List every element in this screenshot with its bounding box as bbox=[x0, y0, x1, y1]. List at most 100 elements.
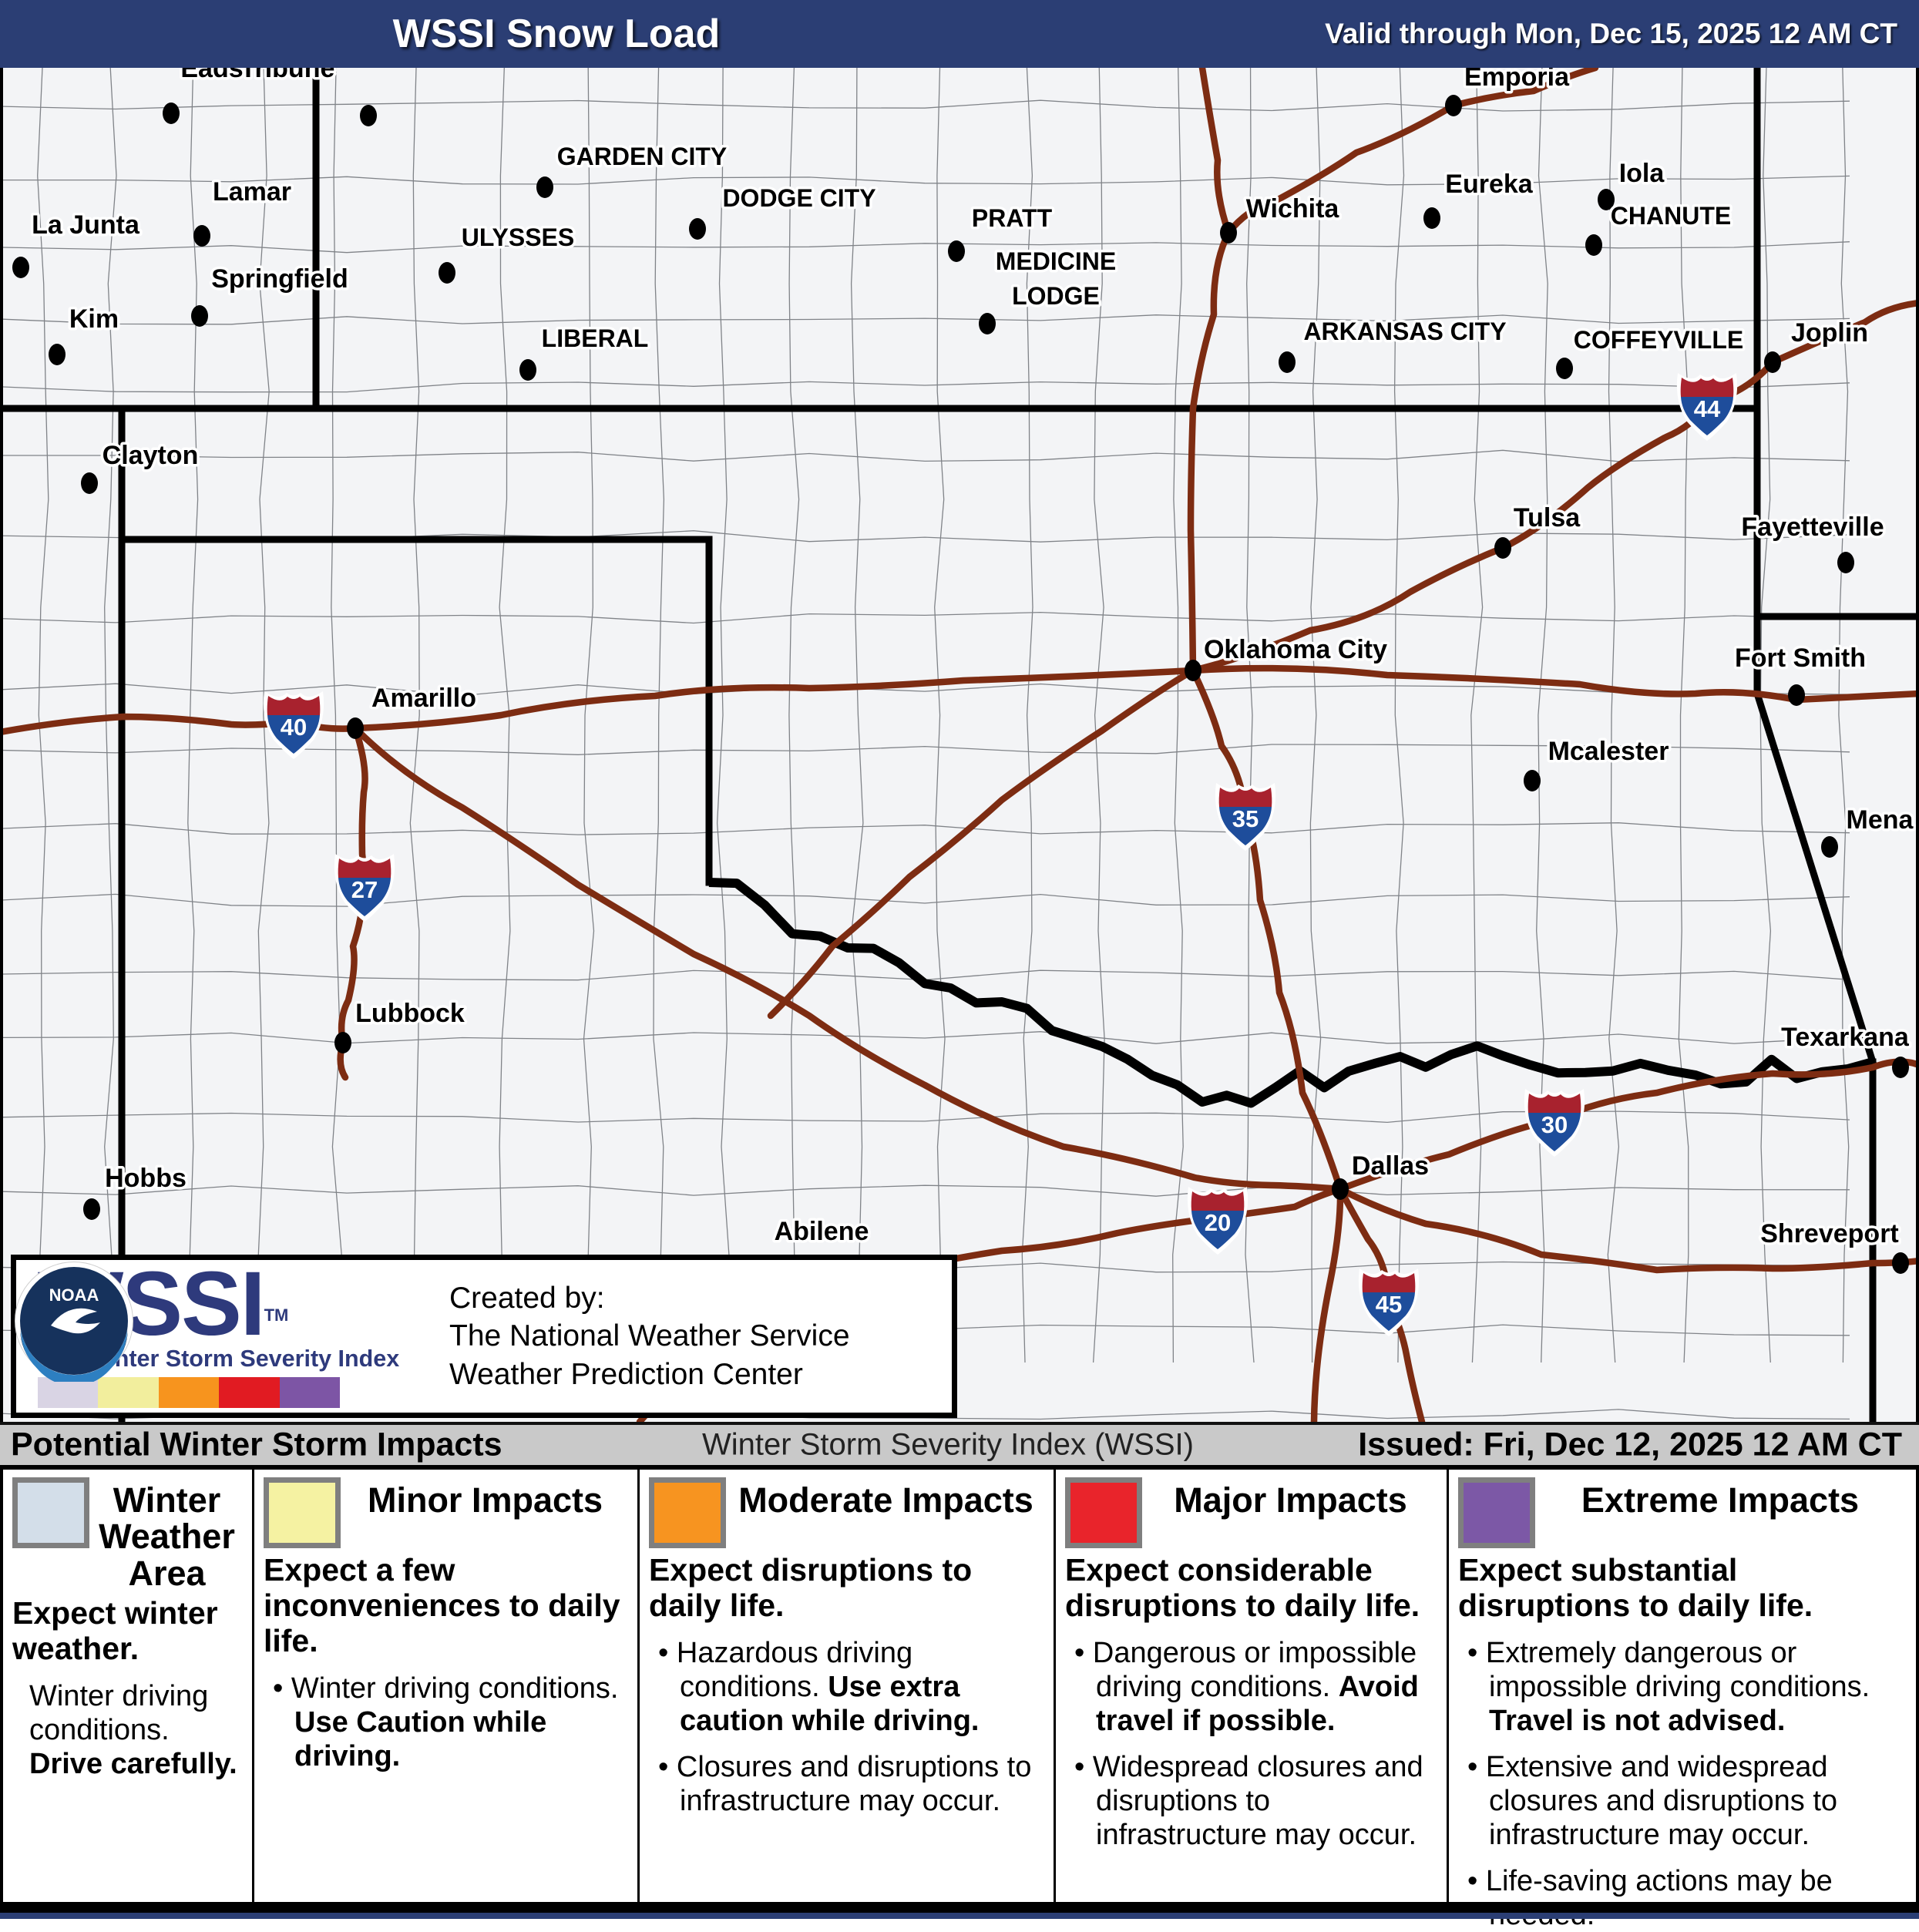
bottom-border bbox=[0, 1902, 1919, 1913]
impact-legend: Winter Weather Area Expect winter weathe… bbox=[0, 1470, 1919, 1931]
city-dot-mcalester bbox=[1524, 770, 1541, 791]
state-borders bbox=[3, 68, 1916, 1422]
interstate-shield-20: 20 bbox=[1187, 1187, 1249, 1255]
city-label-tulsa: Tulsa bbox=[1514, 503, 1581, 533]
city-label-liberal: LIBERAL bbox=[542, 324, 649, 352]
city-label-clayton: Clayton bbox=[103, 441, 199, 470]
legend-bullet-item: • Hazardous driving conditions. Use extr… bbox=[658, 1636, 980, 1737]
city-label-la-junta: La Junta bbox=[32, 210, 140, 240]
city-label-arkansas-city: ARKANSAS CITY bbox=[1303, 318, 1506, 345]
city-dot-fayetteville bbox=[1837, 552, 1854, 573]
legend-column: Extreme Impacts Expect substantial disru… bbox=[1449, 1470, 1913, 1931]
org-line-2: Weather Prediction Center bbox=[449, 1357, 803, 1391]
svg-text:40: 40 bbox=[281, 714, 307, 741]
city-dot-ulysses bbox=[439, 262, 455, 284]
city-dots bbox=[12, 95, 1909, 1274]
legend-bullet-item: • Winter driving conditions. Use Caution… bbox=[273, 1672, 619, 1772]
city-dot-wichita bbox=[1220, 222, 1237, 244]
interstate-shield-35: 35 bbox=[1215, 783, 1276, 851]
wssi-colorbar-cell bbox=[38, 1377, 99, 1409]
city-label-joplin: Joplin bbox=[1791, 318, 1868, 348]
svg-text:45: 45 bbox=[1376, 1291, 1402, 1318]
bottom-navy-edge bbox=[0, 1913, 1919, 1919]
city-label-emporia: Emporia bbox=[1464, 68, 1570, 92]
city-label-fayetteville: Fayetteville bbox=[1741, 512, 1884, 542]
city-dot-eads bbox=[163, 102, 180, 124]
city-label-dodge-city: DODGE CITY bbox=[722, 184, 875, 212]
city-label-chanute: CHANUTE bbox=[1611, 202, 1731, 230]
city-label-shreveport: Shreveport bbox=[1760, 1219, 1899, 1248]
interstate-shield-40: 40 bbox=[263, 691, 324, 759]
legend-column-header: Winter Weather Area bbox=[12, 1477, 244, 1591]
city-dot-garden-city bbox=[536, 176, 553, 198]
city-label-wichita: Wichita bbox=[1246, 194, 1340, 223]
city-dot-fort-smith bbox=[1788, 684, 1805, 706]
interstate-shield-30: 30 bbox=[1524, 1089, 1585, 1157]
red-river-border bbox=[708, 878, 1874, 1108]
org-line-1: The National Weather Service bbox=[449, 1319, 850, 1353]
city-dot-iola bbox=[1598, 189, 1615, 210]
legend-lead-text: Expect considerable disruptions to daily… bbox=[1065, 1552, 1420, 1623]
interstate-shield-44: 44 bbox=[1676, 373, 1738, 441]
legend-column-header: Moderate Impacts bbox=[649, 1477, 1046, 1548]
legend-bullet-item: • Extremely dangerous or impossible driv… bbox=[1467, 1636, 1870, 1737]
city-label-iola: Iola bbox=[1619, 159, 1665, 188]
page-title: WSSI Snow Load bbox=[392, 12, 721, 56]
weather-map: 44 40 27 35 30 20 45 Eads Tribune La Junta Lamar GA… bbox=[0, 68, 1919, 1422]
city-label-abilene: Abilene bbox=[775, 1217, 869, 1246]
svg-text:20: 20 bbox=[1205, 1209, 1231, 1236]
city-label-eads: Eads bbox=[180, 68, 243, 83]
legend-column-title: Winter Weather Area bbox=[99, 1480, 235, 1593]
city-label-coffeyville: COFFEYVILLE bbox=[1574, 326, 1743, 354]
city-dot-dodge-city bbox=[689, 218, 706, 240]
city-dot-springfield bbox=[191, 305, 208, 327]
city-label-lodge: LODGE bbox=[1012, 282, 1100, 310]
wssi-colorbar-cell bbox=[219, 1377, 280, 1409]
city-dot-pratt bbox=[948, 240, 965, 262]
city-label-hobbs: Hobbs bbox=[105, 1164, 187, 1193]
city-label-mcalester: Mcalester bbox=[1548, 737, 1669, 766]
city-dot-medicine-lodge bbox=[979, 313, 996, 334]
legend-bullet-item: • Life-saving actions may be needed. bbox=[1467, 1865, 1833, 1931]
city-dot-mena bbox=[1821, 836, 1838, 858]
svg-text:44: 44 bbox=[1694, 395, 1721, 422]
legend-lead-text: Expect winter weather. bbox=[12, 1594, 218, 1666]
legend-column-title: Major Impacts bbox=[1174, 1480, 1407, 1520]
issued-timestamp: Issued: Fri, Dec 12, 2025 12 AM CT bbox=[1358, 1426, 1902, 1463]
city-dot-eureka bbox=[1423, 207, 1440, 229]
city-label-lubbock: Lubbock bbox=[355, 999, 465, 1028]
city-label-lamar: Lamar bbox=[213, 177, 291, 207]
wssi-colorbar-cell bbox=[98, 1377, 159, 1409]
city-dot-lamar bbox=[193, 225, 210, 247]
city-dot-clayton bbox=[81, 472, 98, 494]
city-dot-tribune bbox=[360, 105, 377, 126]
city-label-ulysses: ULYSSES bbox=[462, 223, 574, 251]
trademark-symbol: TM bbox=[264, 1305, 289, 1325]
city-dot-texarkana bbox=[1892, 1057, 1909, 1078]
legend-bullet-item: • Dangerous or impossible driving condit… bbox=[1074, 1636, 1419, 1737]
legend-column: Major Impacts Expect considerable disrup… bbox=[1056, 1470, 1449, 1902]
city-label-oklahoma-city: Oklahoma City bbox=[1204, 635, 1387, 664]
city-dot-hobbs bbox=[83, 1198, 100, 1220]
city-label-garden-city: GARDEN CITY bbox=[557, 143, 727, 170]
wssi-colorbar-cell bbox=[158, 1377, 220, 1409]
city-dot-la-junta bbox=[12, 257, 29, 278]
legend-color-swatch bbox=[1065, 1477, 1142, 1548]
legend-color-swatch bbox=[264, 1477, 341, 1548]
created-by-text: Created by: The National Weather Service… bbox=[449, 1279, 850, 1394]
city-dot-emporia bbox=[1445, 95, 1462, 116]
city-dot-amarillo bbox=[347, 717, 364, 739]
legend-bullet-item: Winter driving conditions. Drive careful… bbox=[29, 1679, 237, 1780]
city-label-mena: Mena bbox=[1847, 805, 1914, 835]
wssi-severity-colorbar bbox=[38, 1377, 341, 1409]
city-dot-chanute bbox=[1585, 234, 1602, 256]
impacts-title-bar: Potential Winter Storm Impacts Winter St… bbox=[0, 1422, 1919, 1470]
city-label-pratt: PRATT bbox=[972, 204, 1053, 232]
city-dot-coffeyville bbox=[1556, 358, 1573, 379]
legend-column-title: Minor Impacts bbox=[367, 1480, 603, 1520]
city-label-eureka: Eureka bbox=[1445, 170, 1533, 199]
title-bar: WSSI Snow Load Valid through Mon, Dec 15… bbox=[0, 0, 1919, 68]
city-dot-oklahoma-city bbox=[1185, 660, 1201, 681]
city-label-fort-smith: Fort Smith bbox=[1735, 643, 1866, 673]
